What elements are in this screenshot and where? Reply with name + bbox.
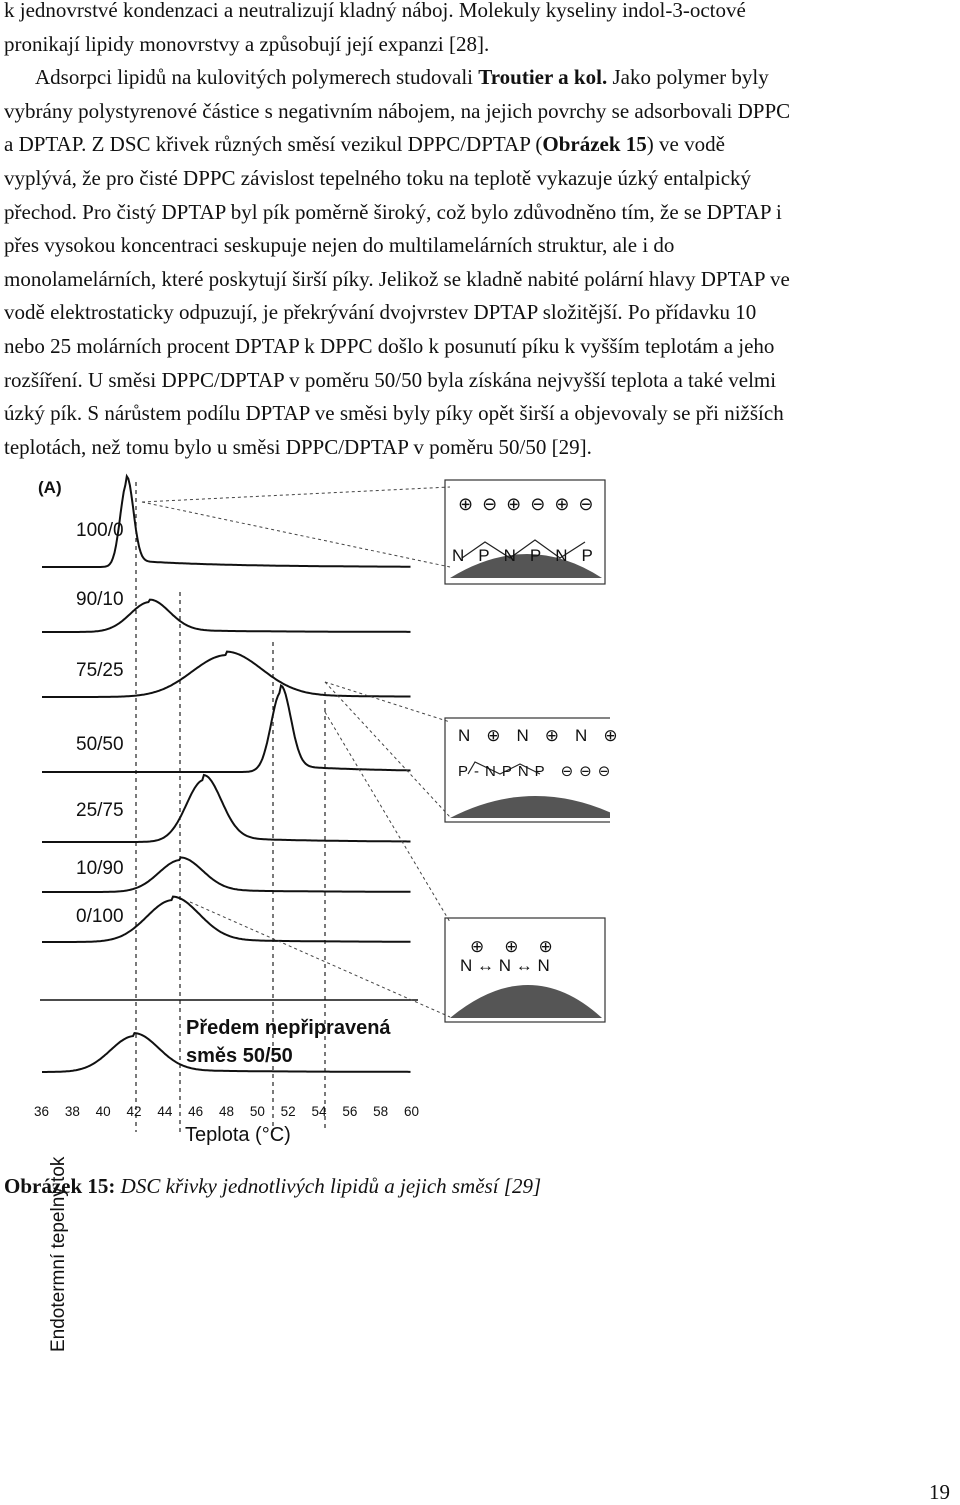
text-line: a DPTAP. Z DSC křivek různých směsí vezi…	[4, 132, 725, 157]
dsc-curve	[42, 598, 411, 633]
figure-caption: Obrázek 15: DSC křivky jednotlivých lipi…	[4, 1174, 541, 1199]
curve-label: 75/25	[76, 660, 124, 681]
x-tick-label: 60	[404, 1104, 420, 1119]
dsc-curve	[42, 473, 411, 568]
caption-label: Obrázek 15:	[4, 1174, 116, 1198]
particle-surface	[450, 554, 602, 578]
schematic-top-heads: NPNPNP	[452, 546, 607, 565]
dsc-curve	[42, 773, 411, 843]
schematic-bottom	[189, 711, 606, 1023]
text-line: přes vysokou koncentraci seskupuje nejen…	[4, 233, 675, 258]
dsc-curve	[42, 683, 411, 773]
text-line: vyplývá, že pro čisté DPPC závislost tep…	[4, 165, 752, 190]
dsc-curves	[42, 473, 411, 1073]
text-line: úzký pík. S nárůstem podílu DPTAP ve smě…	[4, 401, 784, 426]
leader-line	[324, 681, 451, 818]
x-tick-label: 48	[219, 1104, 235, 1119]
text-line: rozšíření. U směsi DPPC/DPTAP v poměru 5…	[4, 367, 777, 392]
curve-label: 10/90	[76, 858, 124, 879]
leader-line	[324, 681, 451, 723]
x-tick-label: 54	[311, 1104, 327, 1119]
x-axis-label: Teplota (°C)	[185, 1124, 291, 1146]
x-tick-label: 58	[373, 1104, 389, 1119]
x-tick-label: 52	[280, 1104, 296, 1119]
text-line: vybrány polystyrenové částice s negativn…	[4, 98, 791, 123]
curve-label: 0/100	[76, 906, 124, 927]
dsc-curve	[42, 1032, 411, 1073]
x-tick-label: 36	[34, 1104, 50, 1119]
schematic-top	[141, 479, 606, 585]
curve-label: 100/0	[76, 520, 124, 541]
dsc-curve	[42, 895, 411, 943]
x-tick-label: 42	[126, 1104, 142, 1119]
dsc-curve	[42, 650, 411, 698]
text-line: pronikají lipidy monovrstvy a způsobují …	[4, 31, 490, 56]
text-line: nebo 25 molárních procent DPTAP k DPPC d…	[4, 333, 775, 358]
text-line: teplotách, než tomu bylo u směsi DPPC/DP…	[4, 434, 592, 459]
x-tick-label: 50	[249, 1104, 265, 1119]
caption-text: DSC křivky jednotlivých lipidů a jejich …	[115, 1174, 542, 1198]
text-line: Adsorpci lipidů na kulovitých polymerech…	[35, 65, 769, 90]
schematic-middle-heads-bottom: P-NPNP ⊖⊖⊖	[458, 763, 617, 780]
particle-surface	[450, 796, 610, 818]
lipid-chain	[461, 539, 586, 559]
particle-surface	[450, 985, 602, 1018]
inset-label-line1: Předem nepřipravená	[186, 1017, 391, 1039]
schematic-bottom-heads: N ↔ N ↔ N	[460, 956, 550, 975]
x-tick-label: 40	[95, 1104, 111, 1119]
body-text: k jednovrstvé kondenzaci a neutralizují …	[4, 0, 956, 464]
x-tick-label: 38	[64, 1104, 80, 1119]
text-line: přechod. Pro čistý DPTAP byl pík poměrně…	[4, 199, 782, 224]
x-tick-label: 46	[188, 1104, 204, 1119]
inset-label-line2: směs 50/50	[186, 1045, 293, 1067]
text-line: monolamelárních, které poskytují širší p…	[4, 266, 790, 291]
x-tick-label: 44	[157, 1104, 173, 1119]
dsc-curve	[42, 856, 411, 893]
schematic-middle-heads-top: N⊕N⊕N⊕	[458, 726, 634, 745]
panel-label: (A)	[38, 478, 62, 497]
x-tick-label: 56	[342, 1104, 358, 1119]
curve-label: 50/50	[76, 734, 124, 755]
dsc-plot	[40, 473, 610, 1132]
dsc-figure: ⊕ ⊖ ⊕ ⊖ ⊕ ⊖ NPNPNP N⊕N⊕N⊕ P-NPNP ⊖⊖⊖ ⊕⊕⊕…	[30, 472, 618, 1352]
text-line: k jednovrstvé kondenzaci a neutralizují …	[4, 0, 746, 22]
schematic-middle	[324, 681, 610, 823]
curve-label: 90/10	[76, 589, 124, 610]
schematic-top-charges: ⊕ ⊖ ⊕ ⊖ ⊕ ⊖	[458, 494, 596, 514]
text-line: vodě elektrostaticky odpuzují, je překrý…	[4, 300, 757, 325]
schematic-bottom-charges: ⊕⊕⊕	[470, 937, 573, 956]
leader-line	[189, 901, 451, 1018]
lipid-chain	[467, 761, 541, 775]
leader-line	[141, 501, 451, 568]
page-number: 19	[929, 1480, 950, 1504]
curve-label: 25/75	[76, 800, 124, 821]
leader-line	[324, 711, 451, 923]
leader-line	[141, 486, 451, 503]
